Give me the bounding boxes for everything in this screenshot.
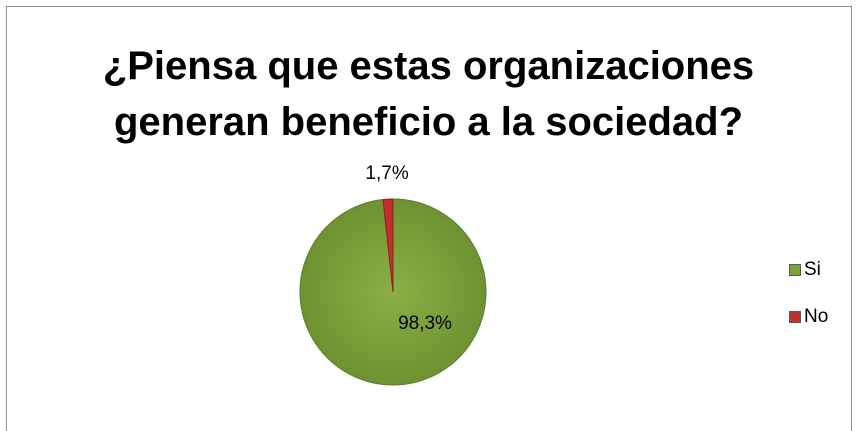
pie-slices <box>299 198 487 386</box>
legend-swatch-si <box>789 264 801 276</box>
data-label-no: 1,7% <box>365 163 408 184</box>
legend-label-si: Si <box>804 259 821 280</box>
legend-item-no: No <box>789 305 828 329</box>
pie-data-labels: 98,3% 1,7% <box>365 163 452 334</box>
data-label-si: 98,3% <box>398 313 452 334</box>
legend-label-no: No <box>804 306 829 327</box>
pie-slice-no <box>382 198 394 293</box>
chart-title-line-1: ¿Piensa que estas organizaciones <box>102 44 755 88</box>
chart-title: ¿Piensa que estas organizaciones generan… <box>0 38 857 150</box>
legend: Si No <box>789 258 828 352</box>
chart-title-line-2: generan beneficio a la sociedad? <box>113 100 744 144</box>
legend-item-si: Si <box>789 258 828 282</box>
legend-swatch-no <box>789 311 801 323</box>
